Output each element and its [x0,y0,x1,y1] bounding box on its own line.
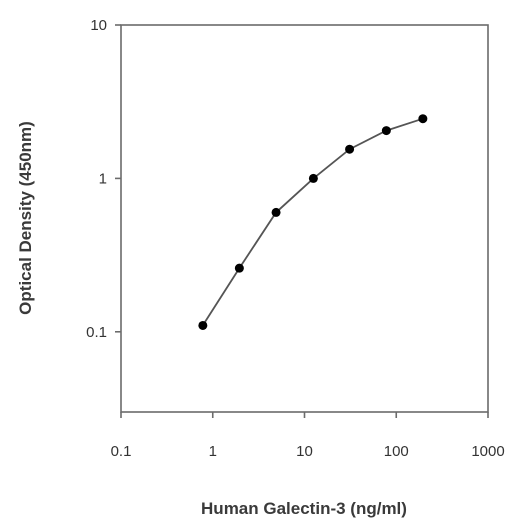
x-tick-label: 0.1 [111,443,132,460]
data-point [345,144,355,154]
data-point [198,320,208,330]
plot-frame [120,24,489,413]
y-tick-label: 1 [99,170,107,187]
y-tick-label: 0.1 [86,324,107,341]
data-point [381,126,391,136]
data-point [418,114,428,124]
x-axis-title: Human Galectin-3 (ng/ml) [201,499,407,518]
series-line [202,117,424,326]
x-tick-label: 1000 [471,443,504,460]
y-tick-label: 10 [90,17,107,34]
series-group [198,114,428,330]
x-tick-label: 1 [209,443,217,460]
y-axis-title: Optical Density (450nm) [16,121,35,315]
data-point [234,263,244,273]
x-tick-label: 10 [296,443,313,460]
x-axis-ticks: 0.1 1 10 100 1000 [111,412,505,460]
x-tick-label: 100 [384,443,409,460]
data-point [271,207,281,217]
data-point [308,173,318,183]
y-axis-ticks: 0.1 1 10 [86,17,121,341]
